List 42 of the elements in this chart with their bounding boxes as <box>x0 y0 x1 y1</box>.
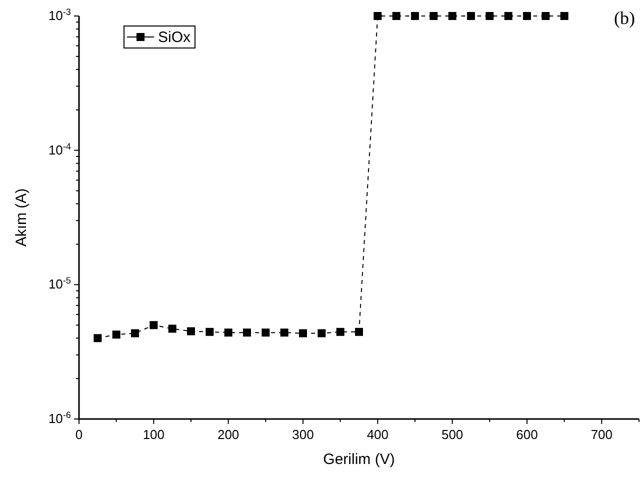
point <box>542 12 550 20</box>
x-tick-label: 500 <box>441 427 464 442</box>
point <box>411 12 419 20</box>
point <box>131 329 139 338</box>
point <box>299 329 307 338</box>
point <box>523 12 531 20</box>
x-tick-label: 600 <box>516 427 538 442</box>
y-tick-label: 10$^{-4}$ <box>48 141 71 158</box>
x-tick-label: 0 <box>75 427 83 442</box>
x-tick-label: 700 <box>590 427 613 442</box>
y-tick-label: 10$^{-6}$ <box>48 410 71 426</box>
point <box>224 328 232 337</box>
point <box>187 327 195 336</box>
x-tick-label: 400 <box>366 427 389 442</box>
y-tick-label: 10$^{-5}$ <box>48 276 71 292</box>
point <box>467 12 475 20</box>
point <box>374 12 382 20</box>
x-axis-title: Gerilim (V) <box>323 451 395 468</box>
point <box>112 330 120 339</box>
point <box>168 324 176 333</box>
x-tick-label: 200 <box>217 427 240 442</box>
point <box>430 12 438 20</box>
y-axis-title: Akım (A) <box>13 188 30 247</box>
point <box>392 12 400 20</box>
point <box>262 328 270 337</box>
point <box>280 328 288 337</box>
point <box>318 329 326 338</box>
point <box>94 334 102 342</box>
point <box>486 12 494 20</box>
x-tick-label: 100 <box>142 427 165 442</box>
point <box>336 328 344 336</box>
point <box>206 328 214 336</box>
annotation: (b) <box>614 8 635 28</box>
point <box>355 328 363 336</box>
legend-label: SiOx <box>158 29 192 46</box>
x-tick-label: 300 <box>292 427 314 442</box>
point <box>150 321 158 330</box>
point <box>448 12 456 20</box>
point <box>504 12 512 20</box>
point <box>243 328 251 337</box>
point <box>560 12 568 20</box>
y-tick-label: 10$^{-3}$ <box>48 7 71 23</box>
